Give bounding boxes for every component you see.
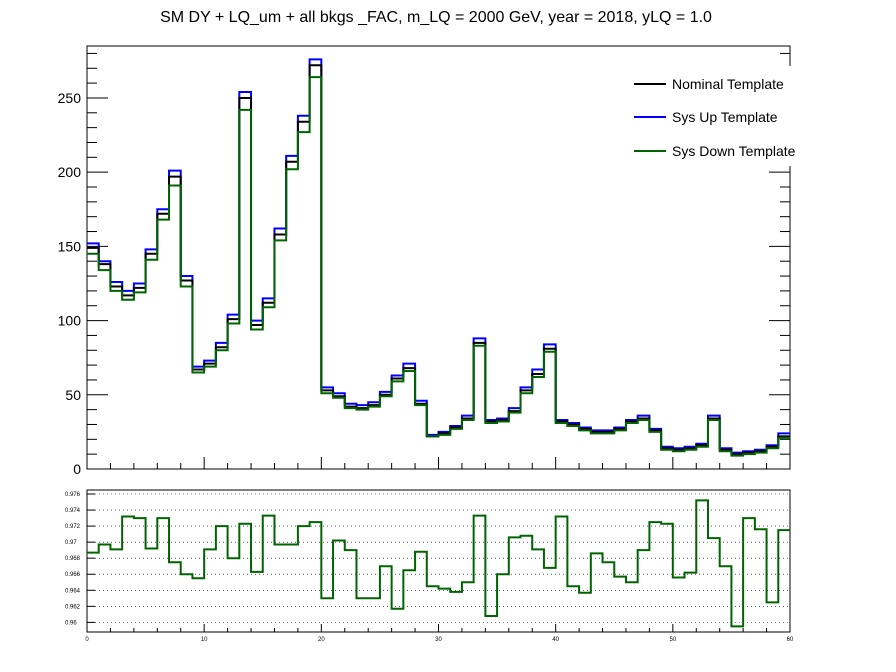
ratio-x-tick-label: 0 <box>85 637 89 643</box>
main-y-tick-label: 0 <box>73 461 81 477</box>
ratio-y-tick-label: 0.962 <box>65 604 81 610</box>
main-y-tick-label: 100 <box>58 313 82 329</box>
main-series-down <box>87 76 790 457</box>
ratio-y-tick-label: 0.968 <box>65 556 81 562</box>
ratio-x-tick-label: 60 <box>787 637 794 643</box>
ratio-panel: 0.96 0.962 0.964 0.966 0.968 0.97 0.972 0.974 0.… <box>65 489 794 643</box>
ratio-x-tick-label: 20 <box>318 637 325 643</box>
main-y-tick-label: 250 <box>58 90 82 106</box>
main-y-tick-label: 200 <box>58 164 82 180</box>
ratio-y-tick-label: 0.96 <box>65 620 77 626</box>
ratio-frame <box>86 489 791 633</box>
main-y-tick-label: 50 <box>65 387 81 403</box>
ratio-x-tick-label: 50 <box>669 637 676 643</box>
main-y-tick-label: 150 <box>58 238 82 254</box>
chart-title: SM DY + LQ_um + all bkgs _FAC, m_LQ = 20… <box>160 9 712 26</box>
ratio-x-tick-label: 30 <box>435 637 442 643</box>
legend-label-nominal: Nominal Template <box>672 76 784 92</box>
ratio-series-down <box>87 499 790 628</box>
main-panel: 0 50 100 150 200 250 <box>58 45 791 477</box>
ratio-y-tick-label: 0.976 <box>65 492 81 498</box>
ratio-x-tick-label: 10 <box>201 637 208 643</box>
ratio-y-tick-label: 0.966 <box>65 572 81 578</box>
ratio-x-tick-label: 40 <box>552 637 559 643</box>
legend: Nominal Template Sys Up Template Sys Dow… <box>618 66 796 166</box>
ratio-y-tick-label: 0.964 <box>65 588 81 594</box>
legend-label-up: Sys Up Template <box>672 109 778 125</box>
ratio-y-tick-label: 0.974 <box>65 508 81 514</box>
legend-label-down: Sys Down Template <box>672 143 796 159</box>
ratio-y-tick-label: 0.972 <box>65 524 81 530</box>
ratio-y-tick-label: 0.97 <box>65 540 77 546</box>
